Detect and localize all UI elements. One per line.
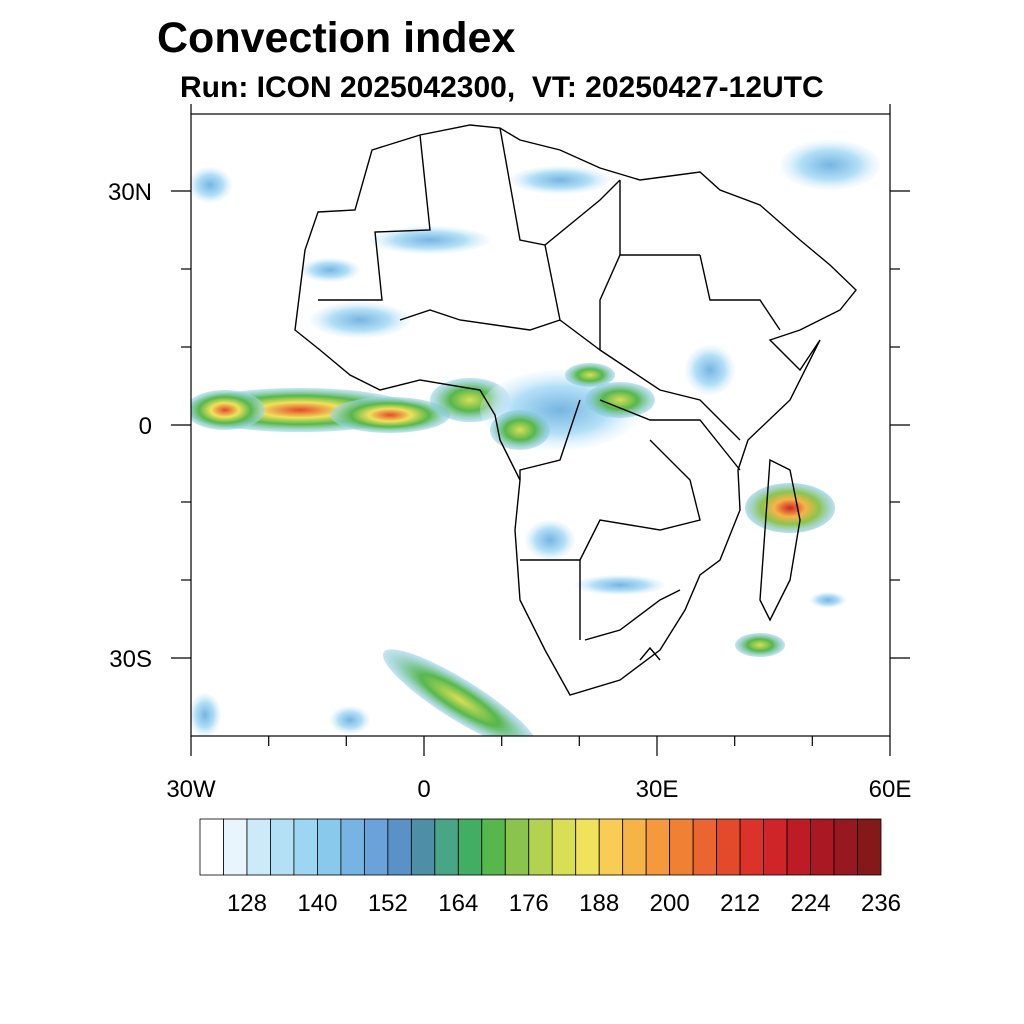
colorbar-label: 164 — [438, 890, 478, 917]
lat-label-30n: 30N — [108, 179, 152, 206]
colorbar-box — [739, 818, 764, 876]
colorbar-label: 188 — [579, 890, 619, 917]
chart-title: Convection index — [157, 14, 516, 62]
colorbar-box — [692, 818, 718, 876]
colorbar-label: 200 — [650, 890, 690, 917]
colorbar-box — [786, 818, 811, 876]
colorbar-box — [598, 818, 624, 876]
axis-ticks — [171, 104, 910, 756]
lon-label-60e: 60E — [869, 776, 912, 803]
lon-label-30w: 30W — [166, 776, 216, 803]
colorbar-box — [457, 818, 483, 876]
colorbar-box — [317, 818, 342, 876]
colorbar-box — [387, 818, 412, 876]
lon-label-30e: 30E — [636, 776, 679, 803]
colorbar-box — [293, 818, 318, 876]
chart-subtitle: Run: ICON 2025042300, VT: 20250427-12UTC — [180, 71, 824, 104]
lat-label-30s: 30S — [109, 646, 152, 673]
convection-field — [191, 140, 880, 736]
colorbar-box — [504, 818, 530, 876]
colorbar-label: 140 — [297, 890, 337, 917]
colorbar-box — [669, 818, 694, 876]
colorbar-box — [363, 818, 389, 876]
colorbar-label: 152 — [368, 890, 408, 917]
colorbar-box — [199, 818, 224, 876]
colorbar-box — [340, 818, 365, 876]
coastlines — [294, 124, 857, 696]
colorbar-box — [833, 818, 858, 876]
colorbar-box — [763, 818, 788, 876]
colorbar-label: 224 — [791, 890, 831, 917]
colorbar-box — [551, 818, 577, 876]
colorbar-box — [575, 818, 600, 876]
colorbar-box — [857, 818, 882, 876]
colorbar-box — [246, 818, 271, 876]
colorbar-label: 128 — [227, 890, 267, 917]
colorbar-box — [645, 818, 671, 876]
colorbar-box — [528, 818, 553, 876]
lat-label-0: 0 — [139, 413, 152, 440]
colorbar-box — [270, 818, 295, 876]
colorbar-label: 212 — [720, 890, 760, 917]
lon-label-0: 0 — [417, 776, 430, 803]
colorbar-box — [716, 818, 741, 876]
colorbar-box — [223, 818, 248, 876]
colorbar-label: 176 — [509, 890, 549, 917]
colorbar-box — [434, 818, 459, 876]
colorbar-label: 236 — [861, 890, 901, 917]
colorbar-box — [810, 818, 835, 876]
colorbar-box — [622, 818, 647, 876]
colorbar-box — [410, 818, 436, 876]
colorbar-box — [481, 818, 506, 876]
colorbar: 128 140 152 164 176 188 200 212 224 236 — [199, 818, 901, 917]
